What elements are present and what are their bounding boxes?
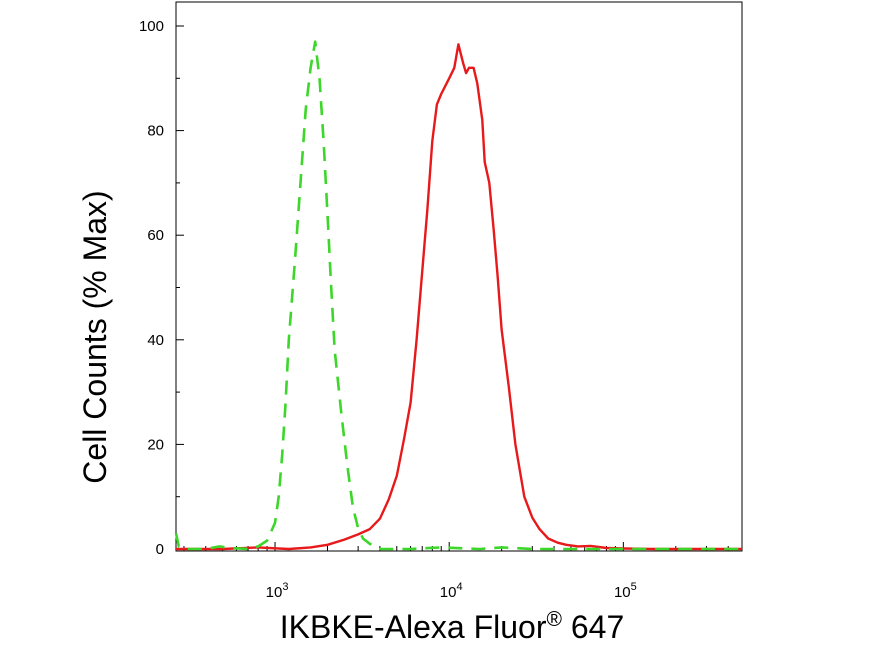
x-axis-title-suffix: 647 xyxy=(562,609,624,645)
x-tick-label: 103 xyxy=(266,581,289,601)
series-line-dashed xyxy=(174,40,742,551)
y-tick-label: 0 xyxy=(156,541,164,558)
x-axis-title: IKBKE-Alexa Fluor® 647 xyxy=(280,608,625,645)
y-axis: 0 20 40 60 80 100 xyxy=(139,18,184,558)
y-tick-label: 40 xyxy=(147,332,164,349)
x-axis-title-main: IKBKE-Alexa Fluor xyxy=(280,609,547,645)
series-line-solid xyxy=(176,43,742,551)
y-tick-label: 60 xyxy=(147,227,164,244)
plot-frame xyxy=(175,1,743,552)
x-axis-title-registered: ® xyxy=(547,608,563,631)
series-layer xyxy=(174,40,742,551)
x-tick-label: 104 xyxy=(440,581,463,601)
y-tick-label: 80 xyxy=(147,123,164,140)
y-tick-label: 20 xyxy=(147,436,164,453)
y-axis-title: Cell Counts (% Max) xyxy=(77,190,113,483)
x-tick-label: 105 xyxy=(614,581,637,601)
y-tick-label: 100 xyxy=(139,18,164,35)
